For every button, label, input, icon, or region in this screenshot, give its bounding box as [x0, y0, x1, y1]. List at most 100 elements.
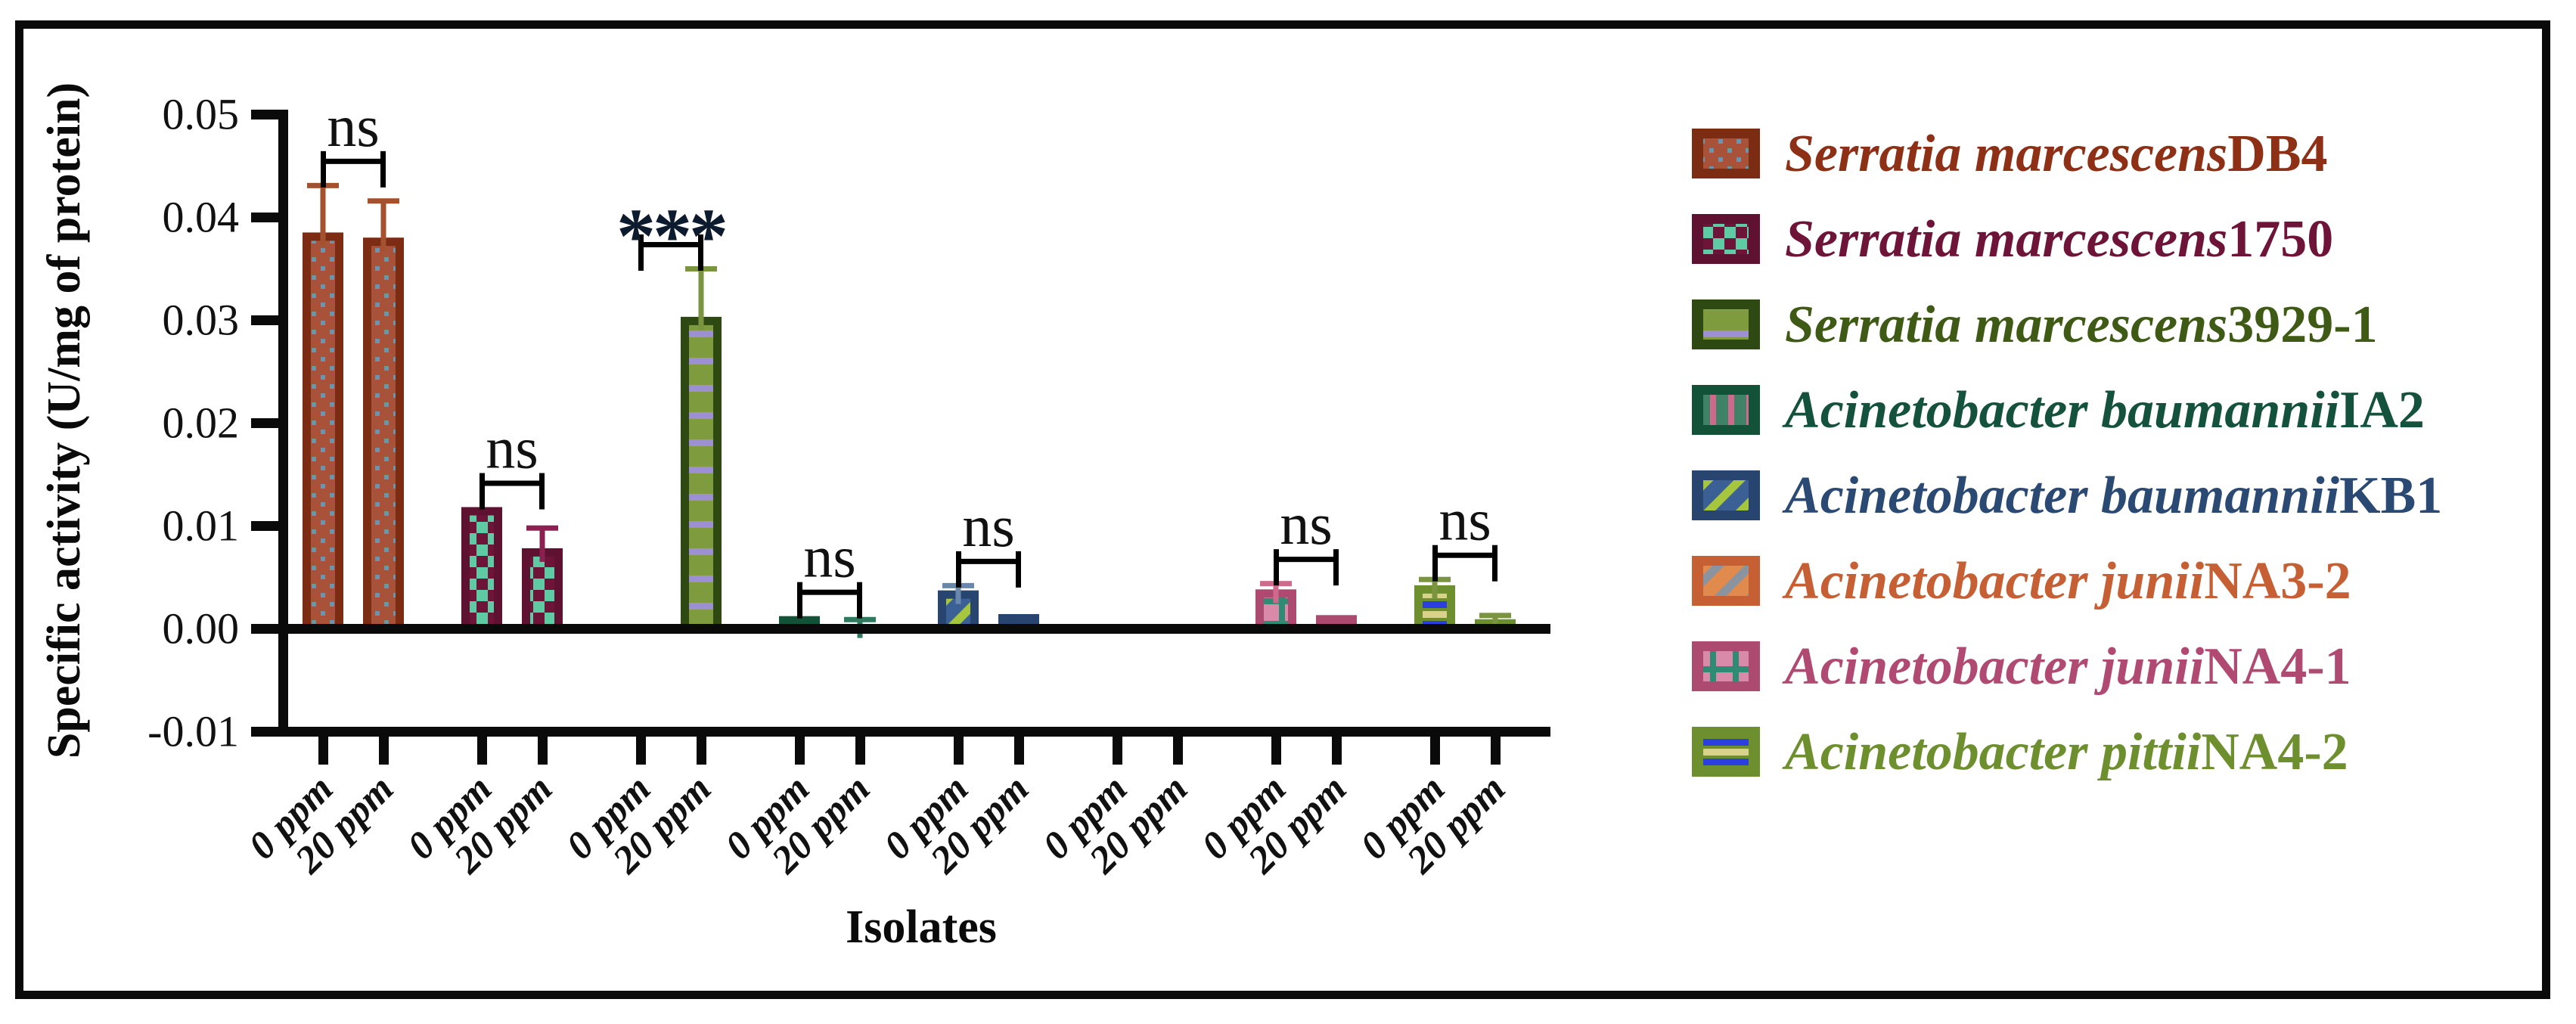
legend-swatch-pattern	[1703, 138, 1749, 169]
x-tick	[954, 736, 964, 765]
sig-bracket-end	[1432, 545, 1438, 582]
sig-bracket-end	[480, 473, 485, 510]
x-tick	[636, 736, 646, 765]
legend-strain-id: 3929-1	[2227, 296, 2377, 354]
sig-label-ns: ns	[1439, 487, 1491, 553]
bars	[303, 182, 1516, 638]
zero-baseline	[278, 624, 1550, 634]
error-bar-line	[955, 585, 961, 604]
sig-bracket	[638, 242, 703, 247]
x-tick	[855, 736, 865, 765]
sig-bracket-end	[857, 582, 862, 619]
sig-bracket	[797, 589, 862, 595]
legend-swatch-pattern	[1703, 737, 1749, 767]
sig-bracket-end	[380, 150, 386, 188]
y-tick-label: 0.04	[163, 193, 240, 242]
legend-item-NA3-2: Acinetobacter juniiNA3-2	[1692, 552, 2351, 610]
x-tick	[1271, 736, 1281, 765]
sig-bracket-end	[698, 234, 703, 271]
y-axis-spine	[278, 110, 288, 736]
sig-label-ns: ns	[486, 415, 538, 481]
x-tick	[697, 736, 706, 765]
x-tick	[318, 736, 328, 765]
sig-label-ns: ns	[962, 493, 1014, 559]
error-bar-cap	[526, 525, 558, 531]
legend-label: Acinetobacter juniiNA3-2	[1782, 552, 2351, 610]
error-bar-line	[1432, 579, 1438, 599]
y-tick	[251, 315, 278, 325]
legend-swatch-pattern	[1703, 395, 1749, 425]
legend-species-name: Acinetobacter junii	[1782, 638, 2205, 696]
sig-bracket	[321, 158, 386, 164]
sig-bracket-end	[1333, 549, 1339, 586]
legend-item-1750: Serratia marcescens1750	[1692, 210, 2333, 268]
error-bar-line	[320, 185, 326, 247]
legend-strain-id: NA4-2	[2201, 723, 2348, 781]
x-tick	[795, 736, 805, 765]
legend-label: Serratia marcescens3929-1	[1785, 296, 2378, 354]
x-tick	[538, 736, 548, 765]
figure-border	[15, 20, 2550, 999]
legend-species-name: Serratia marcescens	[1785, 296, 2227, 354]
sig-bracket-end	[638, 234, 644, 271]
error-bar-line	[698, 268, 704, 330]
legend-label: Serratia marcescens1750	[1785, 210, 2333, 268]
legend-strain-id: NA4-1	[2204, 638, 2351, 696]
legend-label: Serratia marcescensDB4	[1785, 125, 2328, 183]
sig-bracket-end	[321, 150, 326, 188]
bar-pattern	[311, 240, 335, 633]
sig-bracket-end	[1016, 551, 1021, 588]
legend-item-DB4: Serratia marcescensDB4	[1692, 125, 2328, 183]
x-tick	[1173, 736, 1183, 765]
y-tick	[251, 418, 278, 428]
x-axis-spine	[278, 727, 1550, 737]
x-tick	[1113, 736, 1122, 765]
legend-item-NA4-1: Acinetobacter juniiNA4-1	[1692, 638, 2351, 696]
y-tick-label: -0.01	[147, 707, 239, 756]
legend-strain-id: DB4	[2227, 125, 2327, 183]
legend-label: Acinetobacter pittiiNA4-2	[1782, 723, 2348, 781]
legend-swatch-pattern	[1703, 224, 1749, 254]
legend-swatch-pattern	[1703, 309, 1749, 340]
y-tick	[251, 213, 278, 222]
x-tick	[477, 736, 487, 765]
bar-pattern	[470, 515, 494, 633]
y-tick-label: 0.01	[163, 501, 240, 551]
x-tick	[1491, 736, 1501, 765]
y-axis-title: Specific activity (U/mg of protein)	[39, 82, 90, 759]
error-bar-line	[1273, 583, 1279, 604]
bar-pattern	[530, 556, 554, 633]
x-tick	[1014, 736, 1024, 765]
error-bar-cap	[1479, 613, 1511, 619]
y-tick	[251, 727, 278, 737]
legend-item-KB1: Acinetobacter baumanniiKB1	[1692, 467, 2442, 525]
bar-pattern	[689, 324, 713, 633]
error-bar-cap	[844, 616, 876, 622]
legend-species-name: Acinetobacter pittii	[1782, 723, 2202, 781]
y-tick	[251, 624, 278, 634]
sig-bracket-end	[1492, 545, 1497, 582]
y-tick-label: 0.00	[163, 604, 240, 653]
sig-bracket	[1432, 552, 1497, 558]
legend-item-NA4-2: Acinetobacter pittiiNA4-2	[1692, 723, 2348, 781]
x-axis-title: Isolates	[846, 901, 997, 953]
legend-strain-id: 1750	[2227, 210, 2333, 268]
bar-pattern	[371, 246, 396, 633]
sig-label-ns: ns	[803, 524, 855, 590]
sig-bracket-end	[539, 473, 545, 510]
error-bar-line	[380, 200, 386, 252]
legend-species-name: Serratia marcescens	[1785, 125, 2227, 183]
error-bar-line	[539, 527, 545, 562]
legend-species-name: Serratia marcescens	[1785, 210, 2227, 268]
y-tick-label: 0.05	[163, 90, 240, 139]
legend-strain-id: NA3-2	[2204, 552, 2351, 610]
sig-bracket-end	[956, 551, 961, 588]
legend-item-IA2: Acinetobacter baumanniiIA2	[1692, 381, 2425, 439]
legend-species-name: Acinetobacter baumannii	[1782, 467, 2340, 525]
sig-bracket	[480, 480, 545, 486]
legend-species-name: Acinetobacter baumannii	[1782, 381, 2340, 439]
sig-bracket-end	[797, 582, 802, 619]
legend-swatch-pattern	[1703, 566, 1749, 596]
x-tick	[1332, 736, 1342, 765]
